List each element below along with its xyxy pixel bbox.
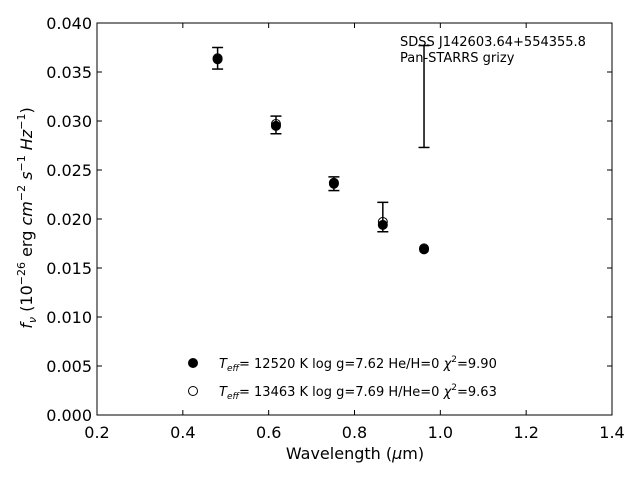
y-tick-label-6: 0.030: [46, 112, 92, 131]
model-point-filled-1: [270, 120, 281, 131]
model-point-open-0: [212, 53, 223, 64]
y-axis-label: fν (10−26 erg cm−2 s−1 Hz−1): [15, 107, 39, 328]
annotation-line-2: Pan-STARRS grizy: [400, 51, 515, 66]
x-tick-label-3: 0.8: [342, 423, 367, 442]
legend-label-filled: Teff= 12520 K log g=7.62 He/H=0 χ2=9.90: [219, 355, 497, 374]
model-point-open-2: [328, 177, 339, 188]
legend-marker-open: [188, 386, 198, 396]
y-tick-label-2: 0.010: [46, 308, 92, 327]
x-tick-label-0: 0.2: [84, 423, 109, 442]
y-tick-label-0: 0.000: [46, 406, 92, 425]
x-tick-label-1: 0.4: [170, 423, 195, 442]
y-tick-label-5: 0.025: [46, 161, 92, 180]
annotation-line-1: SDSS J142603.64+554355.8: [400, 35, 586, 50]
model-point-open-1: [270, 118, 281, 129]
x-tick-label-6: 1.4: [599, 423, 624, 442]
legend-label-open: Teff= 13463 K log g=7.69 H/He=0 χ2=9.63: [219, 383, 497, 402]
y-tick-label-3: 0.015: [46, 259, 92, 278]
x-tick-label-5: 1.2: [513, 423, 538, 442]
legend: Teff= 12520 K log g=7.62 He/H=0 χ2=9.90 …: [188, 355, 497, 402]
model-point-filled-3: [377, 219, 388, 230]
legend-marker-filled: [188, 358, 198, 368]
x-tick-label-4: 1.0: [428, 423, 453, 442]
marks: [212, 44, 430, 255]
ticks: 0.2 0.4 0.6 0.8 1.0 1.2 1.4 0.000 0.005 0.010 0.01…: [46, 14, 625, 442]
x-tick-label-2: 0.6: [256, 423, 281, 442]
model-point-open-4: [419, 243, 430, 254]
model-point-open-3: [377, 216, 388, 227]
y-tick-label-8: 0.040: [46, 14, 92, 33]
y-tick-label-4: 0.020: [46, 210, 92, 229]
y-tick-label-1: 0.005: [46, 357, 92, 376]
y-tick-label-7: 0.035: [46, 63, 92, 82]
x-axis-label: Wavelength (μm): [286, 444, 424, 463]
